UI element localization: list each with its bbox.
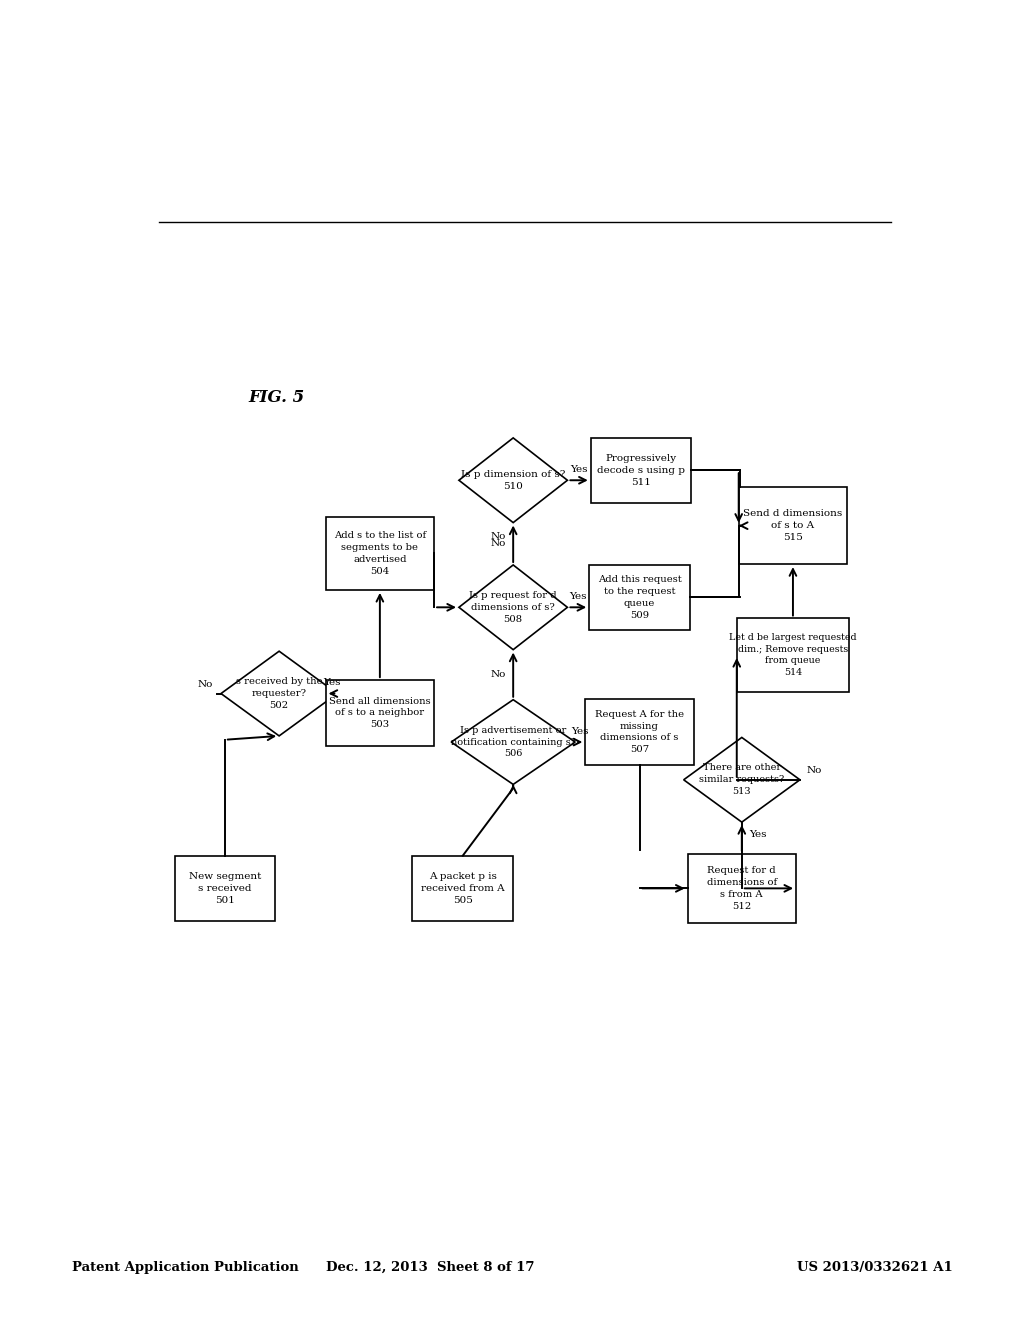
Text: US 2013/0332621 A1: US 2013/0332621 A1	[797, 1261, 952, 1274]
Text: Yes: Yes	[750, 830, 767, 838]
Text: FIG. 5: FIG. 5	[248, 388, 304, 405]
Bar	[586, 700, 693, 764]
Text: Let d be largest requested
dim.; Remove requests
from queue
514: Let d be largest requested dim.; Remove …	[729, 632, 857, 677]
Text: Yes: Yes	[569, 593, 587, 601]
Text: s received by the
requester?
502: s received by the requester? 502	[236, 677, 323, 710]
Text: No: No	[490, 532, 506, 541]
Bar	[687, 854, 796, 923]
Bar	[738, 487, 847, 564]
Text: No: No	[198, 680, 213, 689]
Polygon shape	[684, 738, 800, 822]
Bar	[174, 855, 275, 921]
Text: Is p request for d
dimensions of s?
508: Is p request for d dimensions of s? 508	[469, 591, 557, 623]
Bar	[413, 855, 513, 921]
Polygon shape	[459, 565, 567, 649]
Text: A packet p is
received from A
505: A packet p is received from A 505	[421, 873, 505, 904]
Text: Send d dimensions
of s to A
515: Send d dimensions of s to A 515	[743, 510, 843, 543]
Bar	[591, 437, 691, 503]
Polygon shape	[452, 700, 575, 784]
Text: No: No	[806, 766, 821, 775]
Text: Yes: Yes	[571, 727, 589, 737]
Bar	[326, 517, 434, 590]
Text: Request for d
dimensions of
s from A
512: Request for d dimensions of s from A 512	[707, 866, 777, 911]
Text: Yes: Yes	[323, 678, 340, 688]
Text: Patent Application Publication: Patent Application Publication	[72, 1261, 298, 1274]
Polygon shape	[221, 651, 337, 737]
Text: Yes: Yes	[570, 465, 588, 474]
Bar	[589, 565, 690, 630]
Bar	[326, 680, 434, 746]
Text: Is p advertisement or
notification containing s?
506: Is p advertisement or notification conta…	[451, 726, 575, 759]
Text: No: No	[490, 671, 506, 680]
Text: Add this request
to the request
queue
509: Add this request to the request queue 50…	[598, 576, 681, 619]
Text: Send all dimensions
of s to a neighbor
503: Send all dimensions of s to a neighbor 5…	[329, 697, 431, 729]
Text: Add s to the list of
segments to be
advertised
504: Add s to the list of segments to be adve…	[334, 531, 426, 576]
Text: No: No	[490, 540, 506, 548]
Text: New segment
s received
501: New segment s received 501	[188, 873, 261, 904]
Text: Request A for the
missing
dimensions of s
507: Request A for the missing dimensions of …	[595, 710, 684, 754]
Text: Dec. 12, 2013  Sheet 8 of 17: Dec. 12, 2013 Sheet 8 of 17	[326, 1261, 535, 1274]
Text: Progressively
decode s using p
511: Progressively decode s using p 511	[597, 454, 685, 487]
Text: Is p dimension of s?
510: Is p dimension of s? 510	[461, 470, 565, 491]
Text: There are other
similar requests?
513: There are other similar requests? 513	[699, 763, 784, 796]
Bar	[736, 619, 849, 692]
Polygon shape	[459, 438, 567, 523]
